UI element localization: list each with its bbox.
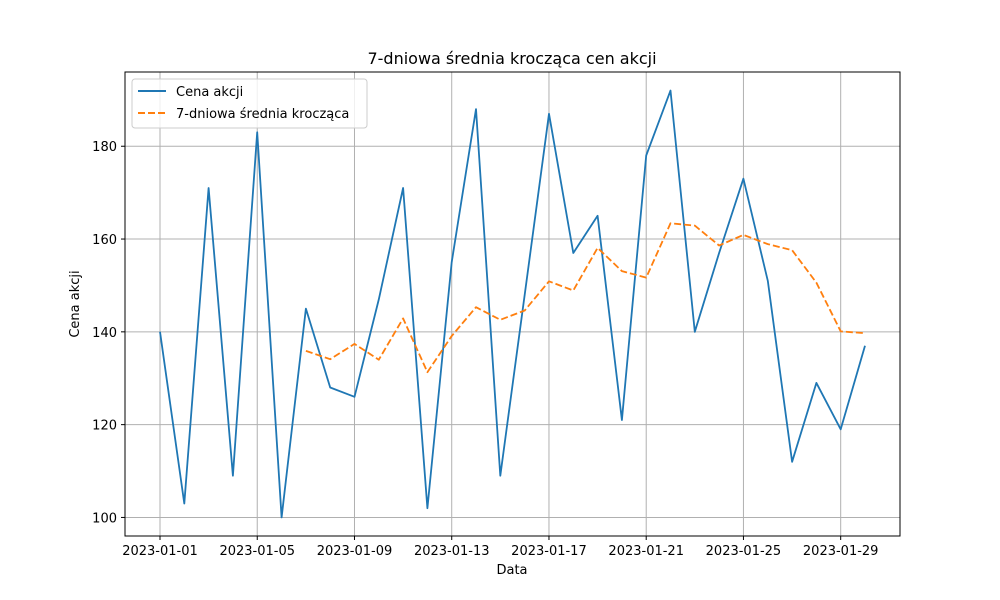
x-tick-label: 2023-01-25 [706, 544, 782, 559]
x-tick-label: 2023-01-01 [122, 544, 198, 559]
grid [125, 72, 900, 536]
x-tick-label: 2023-01-05 [219, 544, 295, 559]
y-axis-label: Cena akcji [68, 270, 83, 337]
series-line-price [159, 89, 866, 519]
x-tick-label: 2023-01-09 [317, 544, 393, 559]
axes: 2023-01-01 2023-01-05 2023-01-09 2023-01-13… [92, 140, 878, 559]
y-tick-label: 100 [92, 511, 117, 526]
x-axis-label: Data [496, 563, 527, 578]
legend: Cena akcji 7-dniowa średnia krocząca [131, 78, 368, 129]
legend-box [131, 78, 368, 129]
y-tick-label: 120 [92, 419, 117, 434]
x-tick-label: 2023-01-17 [511, 544, 587, 559]
series-layer [159, 89, 866, 519]
x-tick-label: 2023-01-21 [608, 544, 684, 559]
x-tick-label: 2023-01-13 [414, 544, 490, 559]
x-tick-label: 2023-01-29 [803, 544, 879, 559]
chart-title: 7-dniowa średnia krocząca cen akcji [367, 49, 656, 68]
series-line-moving-average [305, 222, 866, 374]
legend-label-moving-average: 7-dniowa średnia krocząca [176, 107, 349, 122]
y-tick-label: 180 [92, 140, 117, 155]
plot-frame [124, 71, 901, 537]
legend-label-price: Cena akcji [176, 85, 243, 100]
y-tick-label: 160 [92, 233, 117, 248]
y-tick-label: 140 [92, 326, 117, 341]
